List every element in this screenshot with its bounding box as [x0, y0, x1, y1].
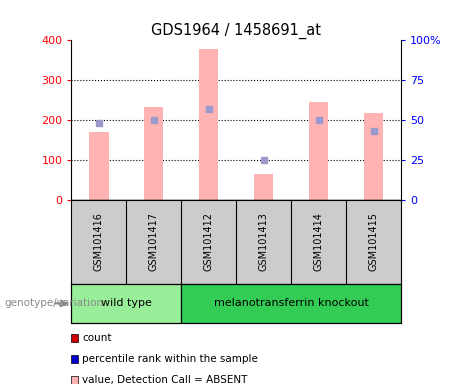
Text: GSM101414: GSM101414: [313, 212, 324, 271]
Text: GSM101416: GSM101416: [94, 212, 104, 271]
Text: GSM101412: GSM101412: [204, 212, 214, 271]
Bar: [199, 49, 219, 200]
Text: genotype/variation: genotype/variation: [5, 298, 104, 308]
Text: value, Detection Call = ABSENT: value, Detection Call = ABSENT: [82, 375, 248, 384]
Text: wild type: wild type: [101, 298, 152, 308]
Title: GDS1964 / 1458691_at: GDS1964 / 1458691_at: [151, 23, 321, 39]
Bar: [254, 174, 273, 200]
Text: GSM101417: GSM101417: [149, 212, 159, 271]
Bar: [181, 284, 401, 323]
Text: GSM101415: GSM101415: [369, 212, 378, 271]
Bar: [89, 132, 108, 200]
Bar: [144, 107, 164, 200]
Bar: [71, 284, 181, 323]
Text: count: count: [82, 333, 112, 343]
Bar: [364, 113, 383, 200]
Bar: [309, 103, 328, 200]
Text: GSM101413: GSM101413: [259, 212, 269, 271]
Text: melanotransferrin knockout: melanotransferrin knockout: [214, 298, 369, 308]
Text: percentile rank within the sample: percentile rank within the sample: [82, 354, 258, 364]
